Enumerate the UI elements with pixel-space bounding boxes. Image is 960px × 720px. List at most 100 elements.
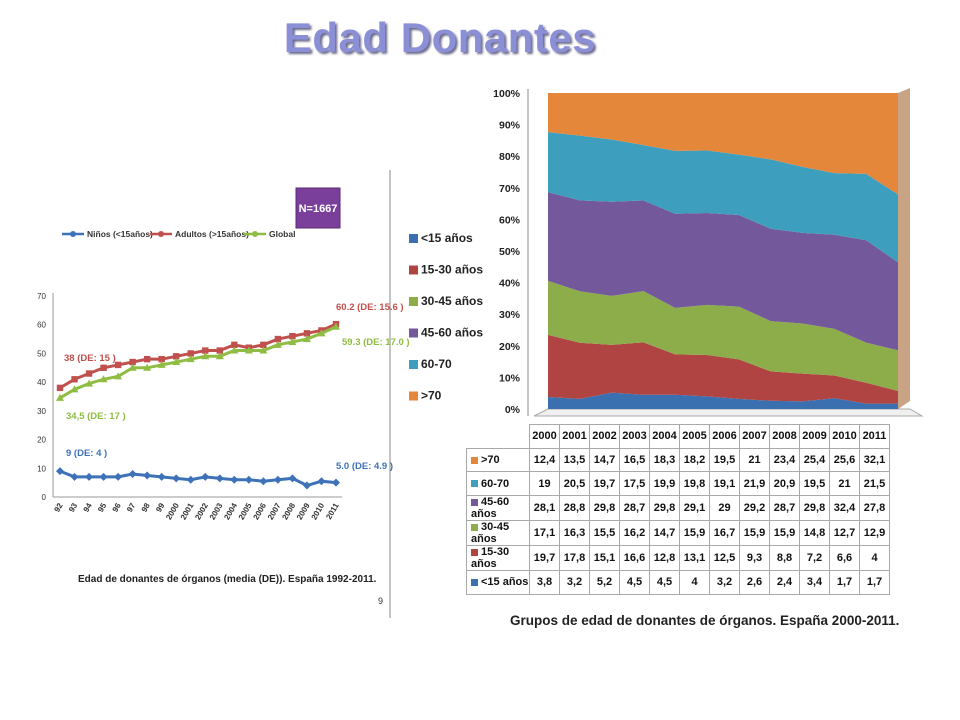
area-legend-swatch [409,234,418,243]
table-cell: 29,8 [649,495,680,522]
line-x-tick-label: 2001 [179,501,196,521]
line-point [230,475,239,484]
legend-label: Niños (<15años) [87,229,153,239]
table-cell: 3,2 [709,570,740,595]
area-series-0 [548,392,898,409]
table-cell: 3,8 [529,570,560,595]
line-point [259,477,268,486]
table-cell: 12,5 [709,545,740,572]
table-row: <15 años 3,8 3,2 5,2 4,5 4,5 4 3,2 2,6 2,4 3,4 1,7 1… [466,570,890,595]
table-cell: 16,7 [709,520,740,547]
table-corner [467,425,530,449]
table-row-label: 30-45 años [466,520,530,547]
line-point [85,379,94,387]
table-row: 45-60 años 28,1 28,8 29,8 28,7 29,8 29,1 29 29,2… [466,495,890,522]
area-legend-swatch [409,391,418,401]
table-legend-swatch [471,456,478,464]
line-x-tick-label: 2006 [251,501,268,521]
legend-marker [70,231,76,237]
table-year-header: 2006 [709,424,740,449]
table-row-label: <15 años [466,570,530,595]
table-cell: 2,4 [769,570,800,595]
table-cell: 28,7 [619,495,650,522]
area-chart-legend: <15 años 15-30 años 30-45 años 45-60 años 60… [409,231,483,403]
n-badge [295,187,341,229]
line-y-tick-label: 0 [42,493,47,502]
area-legend-swatch [409,360,418,369]
line-point [230,346,239,354]
table-cell: 19 [529,471,560,497]
table-cell: 28,1 [529,495,560,522]
table-cell: 29,8 [589,495,620,522]
table-cell: 15,9 [679,520,710,547]
legend-marker [158,231,164,237]
line-point [85,472,94,481]
table-cell: 28,8 [559,495,590,522]
line-point [289,333,296,340]
area-series-2 [548,280,898,391]
line-point [332,322,340,330]
table-cell: 13,1 [679,545,710,572]
table-cell: 16,6 [619,545,650,572]
table-cell: 9,3 [739,545,770,572]
area-chart-side [898,88,910,409]
table-cell: 1,7 [829,570,860,595]
table-cell: 18,3 [649,447,680,473]
table-cell: 15,1 [589,545,620,572]
table-cell: 4,5 [619,570,650,595]
line-point [143,471,152,480]
table-row: 30-45 años 17,1 16,3 15,5 16,2 14,7 15,9 16,7 15… [466,520,890,547]
annotation-global-start: 34,5 (DE: 17 ) [66,411,126,422]
table-cell: 19,7 [589,471,620,497]
table-cell: 16,3 [559,520,590,547]
line-y-tick-label: 60 [37,321,46,330]
table-row: >70 12,4 13,5 14,7 16,5 18,3 18,2 19,5 21 23,4 25,… [466,447,890,473]
area-series-3 [548,192,898,351]
table-cell: 7,2 [799,545,830,572]
line-point [288,337,297,345]
table-row-label: 45-60 años [466,495,530,522]
table-cell: 25,4 [799,447,830,473]
area-y-tick-label: 80% [499,151,521,163]
table-cell: 4,5 [649,570,680,595]
table-legend-swatch [471,480,478,488]
table-cell: 3,2 [559,570,590,595]
table-year-header: 2010 [829,424,860,449]
line-point [274,335,282,343]
line-point [215,474,224,483]
line-point [332,478,340,487]
line-x-tick-label: 2011 [324,501,341,521]
line-x-tick-label: 2010 [310,501,327,521]
line-y-tick-label: 70 [37,292,46,301]
line-point [56,467,64,476]
table-row-label-text: 15-30 años [471,546,510,571]
legend-label: Adultos (>15años) [175,229,249,239]
area-legend-label: 15-30 años [421,263,483,277]
table-cell: 21 [739,447,770,473]
line-x-tick-label: 2004 [222,501,239,521]
table-cell: 19,5 [709,447,740,473]
line-chart-legend: Niños (<15años) Adultos (>15años) Global [62,229,295,239]
table-cell: 14,7 [589,447,620,473]
line-point [173,353,180,360]
area-chart-title: Grupos de edad de donantes de órganos. E… [510,613,899,628]
annotation-adultos-start: 38 (DE: 15 ) [64,353,116,364]
table-cell: 2,6 [739,570,770,595]
line-point [172,358,181,366]
line-point [244,346,253,354]
line-point [201,352,210,360]
line-point [186,475,195,484]
table-cell: 19,9 [649,471,680,497]
line-x-tick-label: 96 [111,501,124,514]
line-point [273,475,282,484]
area-series-1 [548,334,898,404]
line-point [70,472,79,481]
area-legend-label: >70 [421,389,442,403]
area-y-tick-label: 10% [499,372,521,384]
area-chart-floor [533,408,924,417]
line-point [56,384,64,392]
line-x-tick-label: 2005 [237,501,254,521]
table-cell: 1,7 [859,570,890,595]
area-y-tick-label: 30% [499,309,521,321]
line-point [303,330,311,337]
